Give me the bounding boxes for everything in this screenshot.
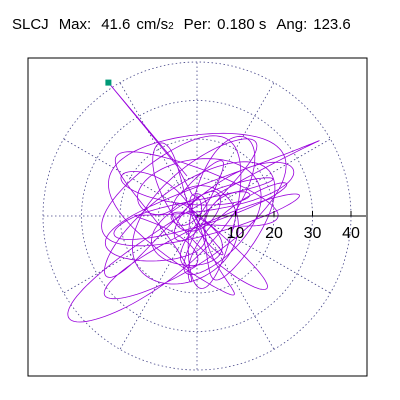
- radial-tick-label: 20: [265, 225, 283, 242]
- period-label: Per:: [183, 16, 212, 33]
- grid-spoke-210: [63, 215, 198, 294]
- radial-tick-label: 10: [227, 225, 245, 242]
- grid-spoke-330: [196, 215, 331, 294]
- grid-spoke-60: [196, 82, 275, 217]
- angle-label: Ang:: [276, 16, 308, 33]
- max-point-marker: [105, 79, 112, 86]
- radial-tick-label: 40: [342, 225, 360, 242]
- orbit-trace: [67, 82, 320, 323]
- grid-spoke-30: [196, 138, 331, 217]
- max-value: 41.6: [101, 16, 131, 33]
- radial-tick-label: 30: [304, 225, 322, 242]
- angle-value: 123.6: [313, 16, 351, 33]
- grid-spoke-240: [119, 215, 198, 350]
- plot-frame: [27, 57, 368, 377]
- max-unit: cm/s: [136, 16, 169, 33]
- grid-spoke-120: [119, 82, 198, 217]
- grid-spoke-300: [196, 215, 275, 350]
- max-label: Max:: [58, 16, 92, 33]
- grid-spoke-150: [63, 138, 198, 217]
- station-code: SLCJ: [12, 16, 49, 33]
- chart-header: SLCJ Max: 41.6 cm/s 2 Per: 0.180 s Ang: 1…: [12, 16, 351, 33]
- period-value: 0.180 s: [217, 16, 267, 33]
